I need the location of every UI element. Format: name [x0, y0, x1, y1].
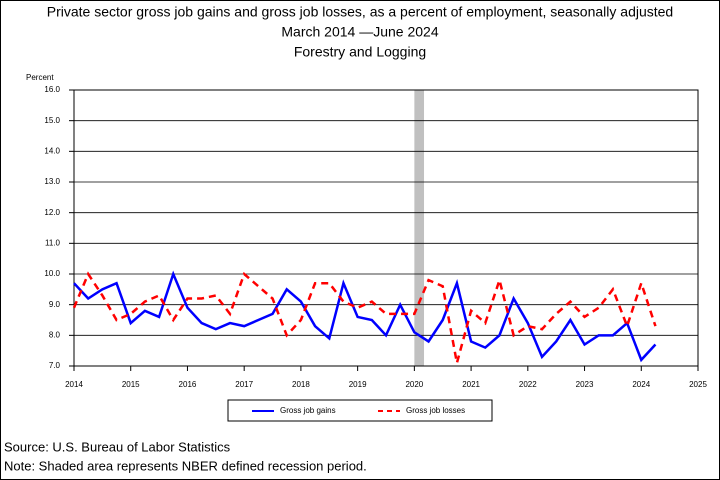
y-tick-label: 13.0	[44, 177, 60, 186]
y-tick-label: 9.0	[49, 300, 61, 309]
x-tick-label: 2019	[349, 380, 367, 389]
source: Source: U.S. Bureau of Labor Statistics	[4, 439, 231, 454]
y-tick-label: 7.0	[49, 361, 61, 370]
legend-label: Gross job losses	[406, 406, 465, 415]
y-tick-label: 16.0	[44, 85, 60, 94]
x-tick-label: 2025	[689, 380, 707, 389]
x-tick-label: 2014	[65, 380, 83, 389]
x-tick-label: 2018	[292, 380, 310, 389]
chart-subtitle: March 2014 —June 2024	[281, 24, 438, 40]
recession-shade	[414, 90, 425, 366]
legend-box	[227, 399, 493, 422]
y-tick-label: 10.0	[44, 269, 60, 278]
x-tick-label: 2015	[122, 380, 140, 389]
series-line	[72, 271, 657, 364]
x-tick-label: 2022	[519, 380, 537, 389]
y-tick-label: 8.0	[49, 330, 61, 339]
x-tick-label: 2024	[632, 380, 650, 389]
y-axis-label: Percent	[26, 73, 54, 82]
y-tick-label: 14.0	[44, 146, 60, 155]
x-tick-label: 2020	[405, 380, 423, 389]
chart-title: Private sector gross job gains and gross…	[47, 4, 673, 20]
y-tick-label: 11.0	[45, 238, 61, 247]
x-tick-label: 2021	[462, 380, 480, 389]
plot-area	[74, 90, 698, 366]
legend-label: Gross job gains	[280, 406, 336, 415]
y-tick-label: 12.0	[44, 208, 60, 217]
x-tick-label: 2017	[235, 380, 253, 389]
series-line	[73, 270, 657, 363]
y-tick-label: 15.0	[44, 116, 60, 125]
x-tick-label: 2016	[179, 380, 197, 389]
note: Note: Shaded area represents NBER define…	[4, 458, 367, 473]
plot-border	[73, 89, 699, 367]
x-tick-label: 2023	[576, 380, 594, 389]
chart-subtitle: Forestry and Logging	[294, 44, 426, 60]
